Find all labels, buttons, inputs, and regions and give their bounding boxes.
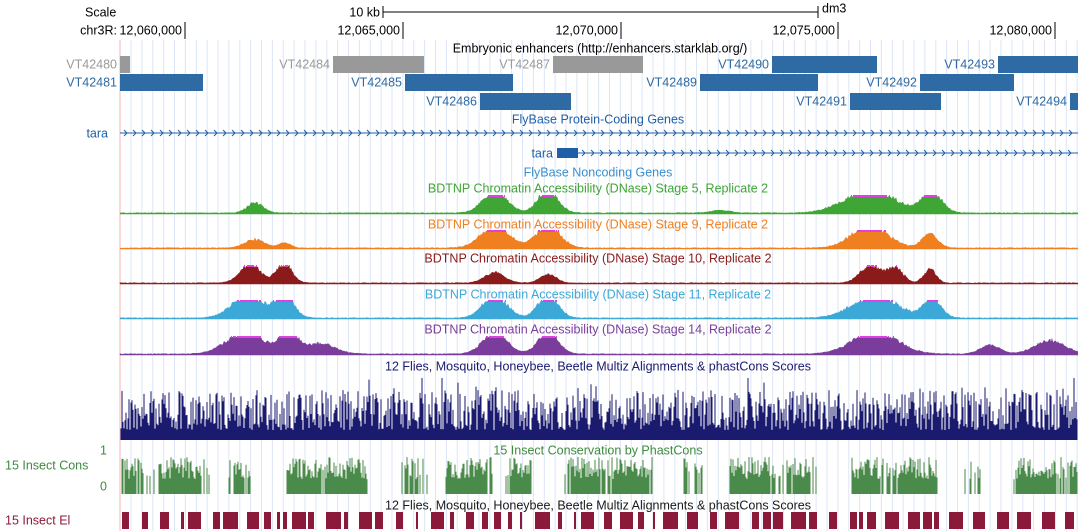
enhancer-feature [850, 93, 941, 110]
enhancer-feature [333, 56, 424, 73]
ruler-tick-label: 12,065,000 [337, 23, 400, 37]
enhancer-label: VT42486 [426, 94, 477, 108]
gene-arrows [123, 129, 1073, 137]
enhancer-feature [772, 56, 877, 73]
enhancer-feature [998, 56, 1078, 73]
enhancer-label: VT42485 [351, 75, 402, 89]
signal-area [119, 230, 1078, 250]
track-label: 15 Insect Cons [5, 458, 88, 472]
conservation-bars [120, 378, 1078, 440]
enhancer-label: VT42491 [796, 94, 847, 108]
phastcons-bars [121, 457, 1078, 494]
enhancer-feature [700, 74, 818, 91]
enhancer-feature [120, 74, 203, 91]
enhancer-label: VT42489 [646, 75, 697, 89]
track-title: FlyBase Protein-Coding Genes [512, 112, 684, 126]
conserved-elements [122, 512, 1074, 529]
track-title: 12 Flies, Mosquito, Honeybee, Beetle Mul… [385, 359, 811, 373]
track-title: 12 Flies, Mosquito, Honeybee, Beetle Mul… [385, 498, 811, 512]
enhancer-label: VT42481 [66, 75, 117, 89]
track-title: BDTNP Chromatin Accessibility (DNase) St… [428, 181, 768, 195]
axis-label: 1 [100, 443, 107, 457]
track-title: Embryonic enhancers (http://enhancers.st… [453, 41, 748, 55]
enhancer-feature [120, 56, 130, 73]
gene-label: tara [531, 146, 553, 160]
scale-bar-label: 10 kb [349, 5, 380, 19]
enhancer-feature [1070, 93, 1078, 110]
track-title: 15 Insect Conservation by PhastCons [493, 443, 702, 457]
track-title: BDTNP Chromatin Accessibility (DNase) St… [425, 287, 771, 301]
track-label: 15 Insect El [5, 513, 70, 527]
enhancer-label: VT42480 [66, 57, 117, 71]
enhancer-label: VT42493 [944, 57, 995, 71]
ruler-tick-label: 12,060,000 [119, 23, 182, 37]
gene-exon [557, 148, 578, 158]
ruler-tick-label: 12,080,000 [989, 23, 1052, 37]
enhancer-label: VT42487 [499, 57, 550, 71]
enhancer-label: VT42492 [866, 75, 917, 89]
ruler-tick-label: 12,075,000 [772, 23, 835, 37]
axis-label: 0 [100, 479, 107, 493]
enhancer-label: VT42494 [1016, 94, 1067, 108]
signal-area [119, 195, 1078, 215]
grid-lines [130, 40, 1078, 531]
enhancer-feature [920, 74, 1014, 91]
enhancer-label: VT42484 [279, 57, 330, 71]
enhancer-label: VT42490 [718, 57, 769, 71]
gene-arrows [581, 149, 1072, 157]
track-title: BDTNP Chromatin Accessibility (DNase) St… [424, 251, 771, 265]
enhancer-feature [405, 74, 513, 91]
track-title: BDTNP Chromatin Accessibility (DNase) St… [428, 217, 768, 231]
chrom-label: chr3R: [80, 23, 117, 37]
ruler-tick-label: 12,070,000 [555, 23, 618, 37]
gene-label: tara [86, 126, 108, 140]
assembly-label: dm3 [822, 1, 846, 15]
scale-label: Scale [85, 5, 116, 19]
enhancer-feature [480, 93, 571, 110]
track-title: BDTNP Chromatin Accessibility (DNase) St… [424, 322, 771, 336]
track-title: FlyBase Noncoding Genes [524, 165, 673, 179]
enhancer-feature [553, 56, 643, 73]
